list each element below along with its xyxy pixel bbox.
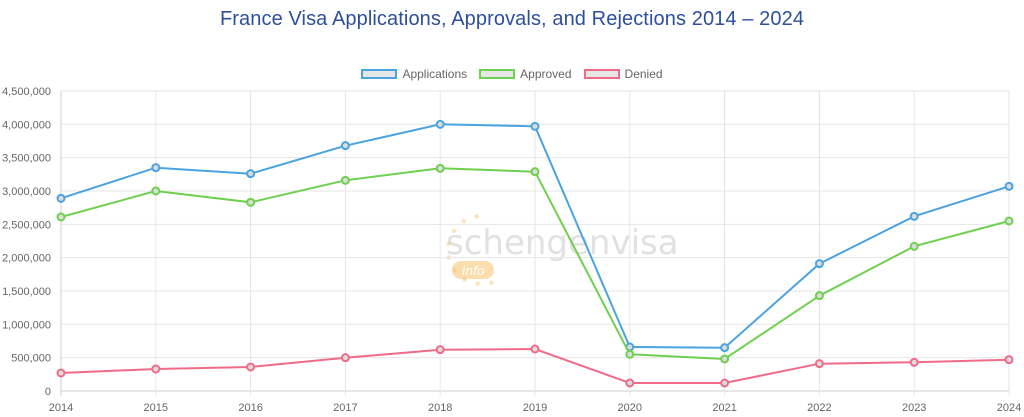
y-tick-label: 2,500,000 bbox=[2, 219, 51, 231]
x-tick-label: 2023 bbox=[902, 402, 926, 414]
x-tick-label: 2018 bbox=[428, 402, 452, 414]
data-point-applications[interactable] bbox=[340, 141, 350, 151]
watermark-text: schengenvisa bbox=[446, 223, 679, 263]
data-point-approved[interactable] bbox=[909, 241, 919, 251]
data-point-denied[interactable] bbox=[1004, 355, 1014, 365]
legend-swatch-denied bbox=[583, 69, 620, 79]
data-point-approved[interactable] bbox=[530, 167, 540, 177]
x-axis-ticks: 2014 2015 2016 2017 2018 2019 2020 2021 2022 2023… bbox=[49, 402, 1021, 414]
data-point-applications[interactable] bbox=[56, 193, 66, 203]
data-point-approved[interactable] bbox=[151, 186, 161, 196]
y-tick-label: 4,500,000 bbox=[2, 86, 51, 98]
data-point-denied[interactable] bbox=[435, 345, 445, 355]
x-tick-label: 2021 bbox=[712, 402, 736, 414]
star-icon bbox=[451, 228, 457, 234]
x-tick-label: 2019 bbox=[523, 402, 547, 414]
y-tick-label: 500,000 bbox=[11, 353, 51, 365]
x-tick-label: 2020 bbox=[618, 402, 642, 414]
star-icon bbox=[446, 241, 451, 246]
y-tick-label: 1,500,000 bbox=[2, 286, 51, 298]
chart-legend: Applications Approved Denied bbox=[0, 67, 1024, 81]
y-tick-label: 3,000,000 bbox=[2, 186, 51, 198]
data-point-applications[interactable] bbox=[909, 211, 919, 221]
legend-label-applications: Applications bbox=[402, 67, 468, 81]
star-icon bbox=[474, 214, 479, 219]
legend-label-denied: Denied bbox=[624, 67, 663, 81]
y-tick-label: 4,000,000 bbox=[2, 119, 51, 131]
series-lines bbox=[56, 119, 1014, 388]
x-tick-label: 2016 bbox=[238, 402, 262, 414]
data-point-approved[interactable] bbox=[814, 291, 824, 301]
star-icon bbox=[489, 280, 494, 285]
data-point-approved[interactable] bbox=[340, 175, 350, 185]
data-point-denied[interactable] bbox=[56, 368, 66, 378]
legend-item-approved[interactable]: Approved bbox=[479, 67, 572, 81]
data-point-denied[interactable] bbox=[909, 357, 919, 367]
x-tick-label: 2024 bbox=[997, 402, 1021, 414]
y-axis-ticks: 0 500,000 1,000,000 1,500,000 2,000,000 2,500… bbox=[2, 86, 51, 398]
x-tick-label: 2017 bbox=[333, 402, 357, 414]
watermark-badge bbox=[452, 261, 494, 279]
data-point-approved[interactable] bbox=[625, 349, 635, 359]
data-point-denied[interactable] bbox=[530, 344, 540, 354]
data-point-approved[interactable] bbox=[435, 163, 445, 173]
legend-swatch-approved bbox=[479, 69, 516, 79]
data-point-applications[interactable] bbox=[814, 259, 824, 269]
data-point-applications[interactable] bbox=[1004, 181, 1014, 191]
data-point-denied[interactable] bbox=[151, 364, 161, 374]
data-point-approved[interactable] bbox=[246, 197, 256, 207]
data-point-applications[interactable] bbox=[720, 343, 730, 353]
series-denied bbox=[56, 344, 1014, 388]
y-tick-label: 2,000,000 bbox=[2, 253, 51, 265]
data-point-applications[interactable] bbox=[530, 121, 540, 131]
series-applications bbox=[56, 119, 1014, 353]
data-point-denied[interactable] bbox=[625, 378, 635, 388]
legend-item-applications[interactable]: Applications bbox=[361, 67, 467, 81]
data-point-applications[interactable] bbox=[151, 163, 161, 173]
data-point-approved[interactable] bbox=[56, 212, 66, 222]
watermark-logo: schengenvisa info bbox=[446, 214, 679, 286]
star-icon bbox=[475, 281, 480, 286]
x-tick-label: 2022 bbox=[807, 402, 831, 414]
x-tick-label: 2014 bbox=[49, 402, 73, 414]
legend-label-approved: Approved bbox=[520, 67, 572, 81]
y-tick-label: 1,000,000 bbox=[2, 319, 51, 331]
chart-title: France Visa Applications, Approvals, and… bbox=[219, 8, 805, 30]
y-tick-label: 0 bbox=[45, 386, 51, 398]
legend-item-denied[interactable]: Denied bbox=[583, 67, 663, 81]
data-point-denied[interactable] bbox=[814, 359, 824, 369]
grid-lines bbox=[60, 90, 1010, 396]
data-point-denied[interactable] bbox=[720, 378, 730, 388]
star-icon bbox=[461, 219, 466, 224]
eu-stars-icon bbox=[446, 214, 494, 286]
watermark-badge-text: info bbox=[462, 264, 485, 278]
series-approved bbox=[56, 163, 1014, 364]
data-point-approved[interactable] bbox=[720, 354, 730, 364]
x-tick-label: 2015 bbox=[144, 402, 168, 414]
data-point-denied[interactable] bbox=[340, 353, 350, 363]
data-point-denied[interactable] bbox=[246, 362, 256, 372]
data-point-applications[interactable] bbox=[246, 169, 256, 179]
y-tick-label: 3,500,000 bbox=[2, 153, 51, 165]
data-point-approved[interactable] bbox=[1004, 216, 1014, 226]
legend-swatch-applications bbox=[361, 69, 398, 79]
data-point-applications[interactable] bbox=[435, 119, 445, 129]
